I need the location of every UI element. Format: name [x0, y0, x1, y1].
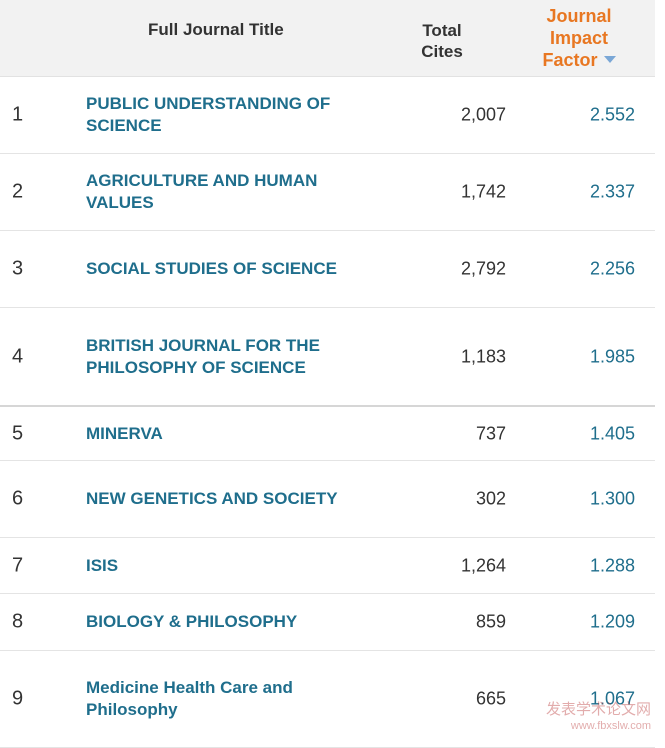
row-impact-factor[interactable]: 2.337 [590, 182, 635, 203]
row-impact-factor[interactable]: 1.405 [590, 423, 635, 444]
row-total-cites: 665 [476, 689, 506, 710]
column-header-impact-factor-line2: Impact [520, 27, 638, 49]
row-rank: 9 [12, 688, 23, 711]
row-total-cites: 2,792 [461, 259, 506, 280]
impact-factor-label: Factor [542, 50, 597, 70]
journal-title-link[interactable]: PUBLIC UNDERSTANDING OF SCIENCE [86, 93, 376, 137]
site-watermark: 发表学术论文网 www.fbxslw.com [546, 702, 651, 734]
row-impact-factor[interactable]: 1.985 [590, 346, 635, 367]
row-rank: 3 [12, 258, 23, 281]
row-rank: 5 [12, 422, 23, 445]
journal-title-link[interactable]: BRITISH JOURNAL FOR THE PHILOSOPHY OF SC… [86, 335, 376, 379]
journal-title-link[interactable]: AGRICULTURE AND HUMAN VALUES [86, 170, 376, 214]
column-header-title[interactable]: Full Journal Title [148, 20, 284, 40]
watermark-url: www.fbxslw.com [546, 718, 651, 734]
column-header-total-cites[interactable]: Total Cites [410, 20, 474, 62]
row-total-cites: 302 [476, 489, 506, 510]
table-row: 3 SOCIAL STUDIES OF SCIENCE 2,792 2.256 [0, 231, 655, 308]
row-rank: 4 [12, 345, 23, 368]
row-total-cites: 2,007 [461, 105, 506, 126]
row-rank: 8 [12, 611, 23, 634]
table-row: 6 NEW GENETICS AND SOCIETY 302 1.300 [0, 461, 655, 538]
table-header: Full Journal Title Total Cites Journal I… [0, 0, 655, 77]
journal-title-link[interactable]: SOCIAL STUDIES OF SCIENCE [86, 258, 376, 280]
row-impact-factor[interactable]: 2.552 [590, 105, 635, 126]
row-total-cites: 859 [476, 612, 506, 633]
row-total-cites: 737 [476, 423, 506, 444]
journal-title-link[interactable]: BIOLOGY & PHILOSOPHY [86, 611, 376, 633]
journal-title-link[interactable]: ISIS [86, 555, 376, 577]
table-row: 4 BRITISH JOURNAL FOR THE PHILOSOPHY OF … [0, 308, 655, 407]
column-header-impact-factor[interactable]: Journal Impact Factor [520, 5, 638, 71]
row-rank: 1 [12, 104, 23, 127]
sort-descending-icon[interactable] [604, 56, 616, 63]
column-header-impact-factor-line1: Journal [520, 5, 638, 27]
row-total-cites: 1,742 [461, 182, 506, 203]
row-rank: 6 [12, 488, 23, 511]
column-header-impact-factor-line3: Factor [520, 49, 638, 71]
row-total-cites: 1,264 [461, 555, 506, 576]
row-rank: 7 [12, 554, 23, 577]
row-impact-factor[interactable]: 1.300 [590, 489, 635, 510]
table-row: 2 AGRICULTURE AND HUMAN VALUES 1,742 2.3… [0, 154, 655, 231]
journal-title-link[interactable]: Medicine Health Care and Philosophy [86, 677, 376, 721]
table-row: 7 ISIS 1,264 1.288 [0, 538, 655, 594]
row-rank: 2 [12, 181, 23, 204]
table-row: 8 BIOLOGY & PHILOSOPHY 859 1.209 [0, 594, 655, 651]
row-impact-factor[interactable]: 1.209 [590, 612, 635, 633]
column-header-total-cites-line1: Total [410, 20, 474, 41]
row-impact-factor[interactable]: 1.288 [590, 555, 635, 576]
watermark-text: 发表学术论文网 [546, 702, 651, 718]
table-row: 5 MINERVA 737 1.405 [0, 407, 655, 461]
column-header-total-cites-line2: Cites [410, 41, 474, 62]
journal-title-link[interactable]: NEW GENETICS AND SOCIETY [86, 488, 376, 510]
table-row: 1 PUBLIC UNDERSTANDING OF SCIENCE 2,007 … [0, 77, 655, 154]
journal-title-link[interactable]: MINERVA [86, 423, 376, 445]
row-total-cites: 1,183 [461, 346, 506, 367]
row-impact-factor[interactable]: 2.256 [590, 259, 635, 280]
